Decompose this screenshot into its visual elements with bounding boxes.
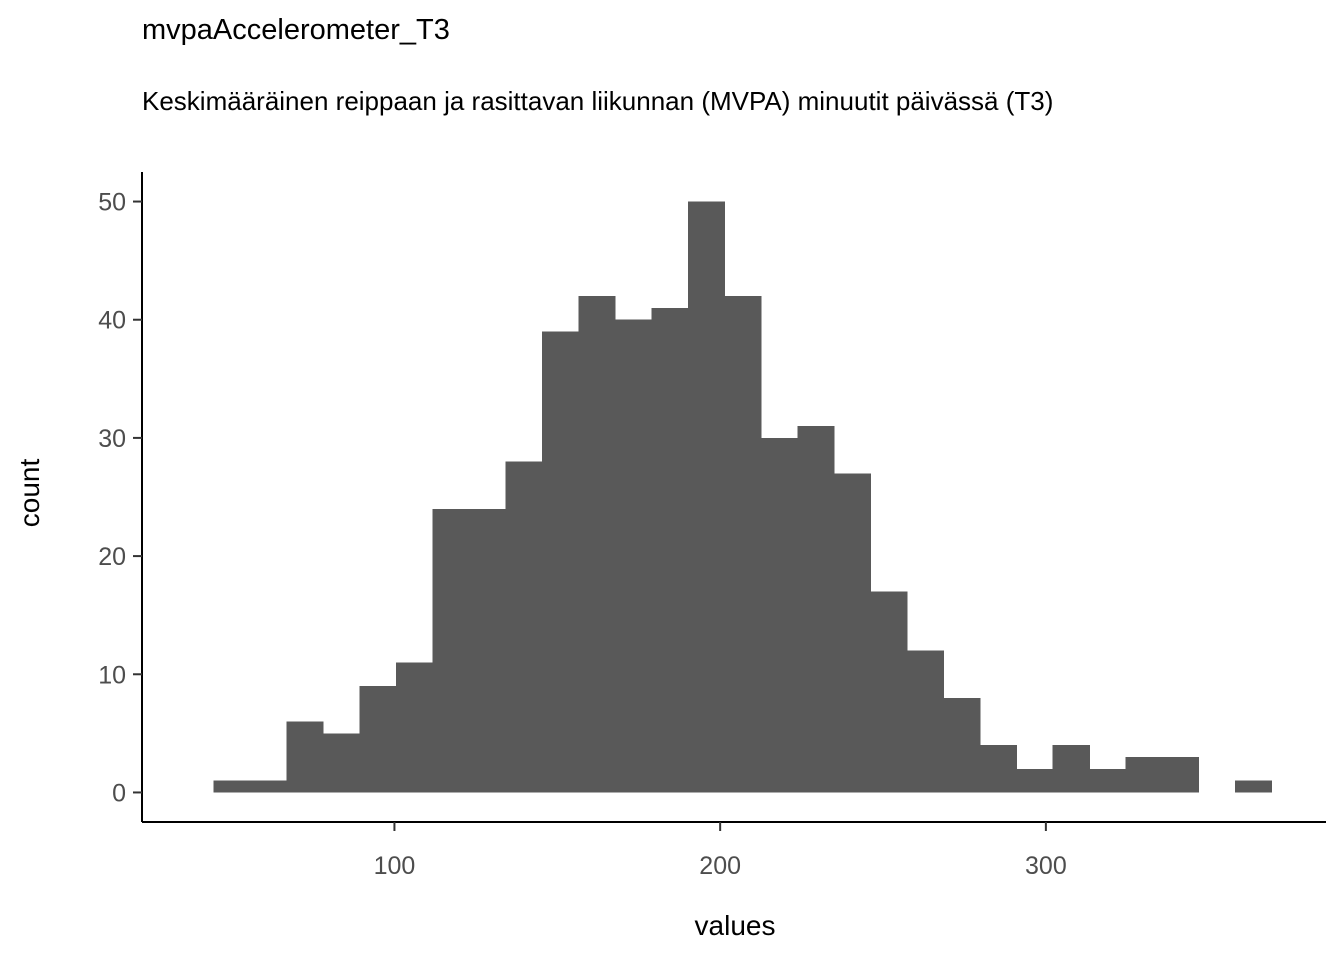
histogram-bar [213, 780, 251, 793]
y-tick-label: 40 [98, 307, 126, 335]
histogram-bar [396, 662, 434, 793]
histogram-bar [541, 331, 580, 793]
histogram-bar [979, 745, 1017, 793]
histogram-bar [505, 461, 543, 793]
y-tick-label: 10 [98, 661, 126, 689]
histogram-bar [359, 686, 397, 793]
y-tick-label: 0 [112, 779, 126, 807]
histogram-bar [578, 296, 616, 793]
histogram-bar [286, 721, 324, 793]
y-tick-label: 50 [98, 189, 126, 217]
histogram-bar [1052, 745, 1090, 793]
histogram-bar [432, 508, 470, 793]
histogram-bar [1016, 768, 1054, 793]
histogram-bar [614, 319, 653, 793]
histogram-bar [1235, 780, 1273, 793]
histogram-bar [1162, 757, 1200, 793]
chart-subtitle: Keskimääräinen reippaan ja rasittavan li… [142, 86, 1054, 116]
histogram-bar [250, 780, 288, 793]
x-tick-label: 300 [1025, 852, 1067, 880]
y-tick-label: 30 [98, 425, 126, 453]
histogram-bar [797, 426, 835, 793]
histogram-bar [833, 473, 871, 793]
histogram-bar [760, 437, 798, 793]
histogram-bar [906, 650, 944, 793]
histogram-bar [469, 508, 507, 793]
histogram-bar [870, 591, 908, 793]
histogram-bar [323, 733, 361, 793]
x-tick-label: 100 [374, 852, 416, 880]
x-axis-label: values [694, 910, 776, 941]
histogram-bar [1089, 768, 1127, 793]
histogram-bar [687, 201, 725, 793]
histogram-bar [943, 697, 981, 793]
histogram-bar [1125, 757, 1163, 793]
histogram-bar [651, 307, 689, 793]
chart-title: mvpaAccelerometer_T3 [142, 14, 450, 46]
y-tick-label: 20 [98, 543, 126, 571]
y-axis-label: count [14, 458, 45, 528]
histogram-bar [724, 296, 762, 793]
x-tick-label: 200 [699, 852, 741, 880]
